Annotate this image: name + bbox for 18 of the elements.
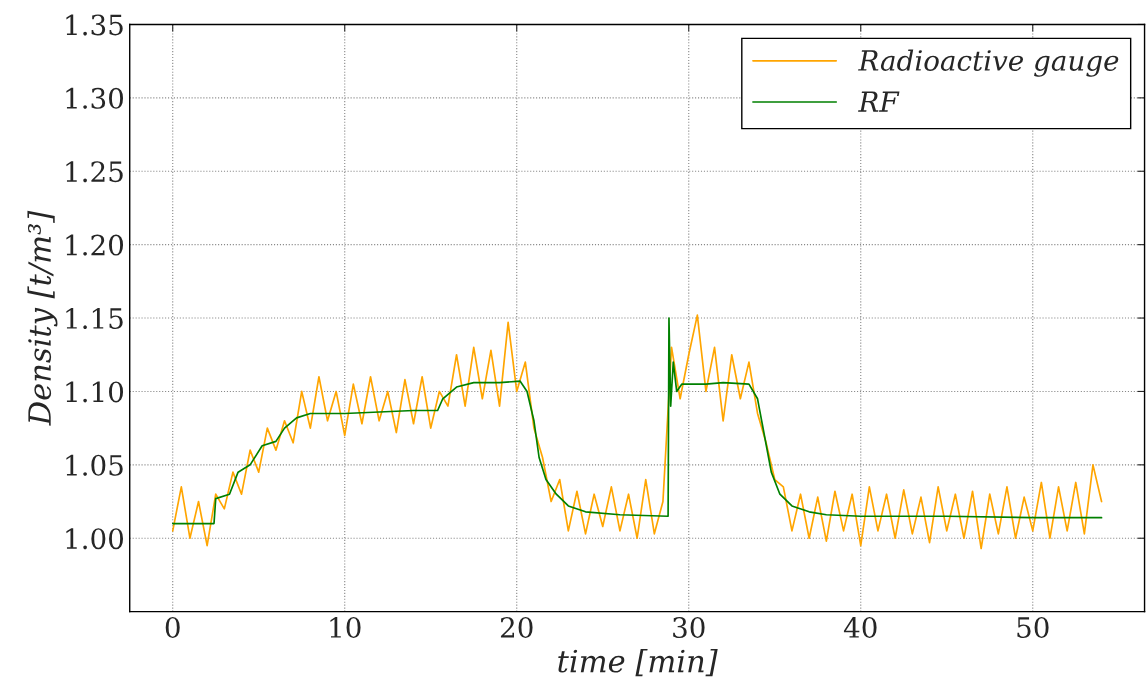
x-tick-label: 50 [1017, 616, 1049, 638]
y-tick-label: 1.25 [66, 161, 123, 183]
legend-label: RF [858, 91, 900, 112]
y-tick-label: 1.00 [66, 528, 124, 550]
y-tick-label: 1.20 [66, 234, 124, 256]
y-tick-label: 1.35 [66, 14, 123, 36]
x-tick-label: 40 [843, 616, 877, 638]
y-tick-label: 1.30 [66, 87, 124, 109]
x-tick-label: 20 [500, 616, 533, 638]
y-tick-label: 1.05 [66, 454, 123, 476]
x-axis-title: time [min] [558, 648, 718, 677]
x-tick-label: 10 [330, 616, 361, 638]
legend-label: Radioactive gauge [858, 49, 1119, 77]
x-tick-label: 30 [673, 616, 705, 638]
y-tick-label: 1.15 [66, 307, 123, 329]
x-tick-label: 0 [165, 616, 180, 638]
y-axis-title: Density [t/m³] [27, 210, 58, 426]
y-tick-label: 1.10 [66, 381, 124, 403]
